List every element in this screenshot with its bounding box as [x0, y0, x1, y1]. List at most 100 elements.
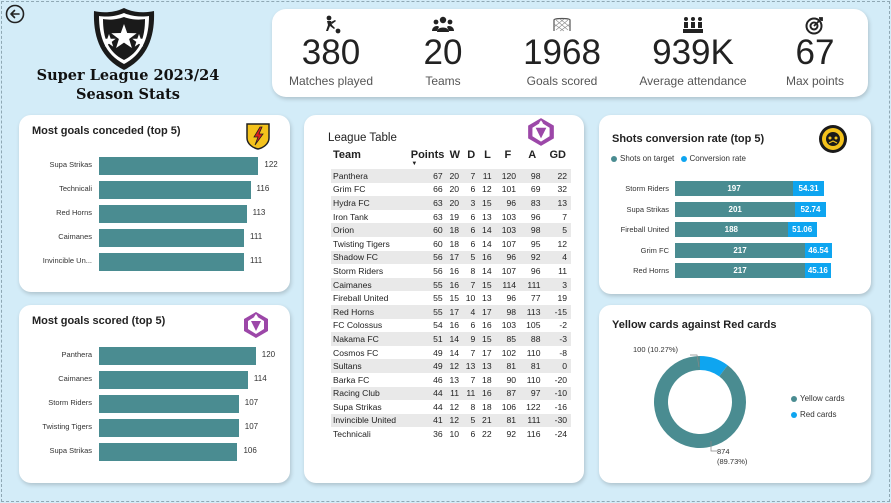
table-row[interactable]: Barka FC 46 13 7 18 90 110 -20: [331, 373, 571, 387]
legend-shots-label: Shots on target: [620, 154, 675, 163]
table-row[interactable]: Shadow FC 56 17 5 16 96 92 4: [331, 250, 571, 265]
conversion-rate-bar[interactable]: 51.06: [787, 222, 817, 237]
shots-on-target-bar[interactable]: 197: [675, 181, 794, 196]
column-header-a[interactable]: A: [528, 149, 537, 161]
table-row[interactable]: Invincible United 41 12 5 21 81 111 -30: [331, 413, 571, 428]
kpi-attendance-label: Average attendance: [639, 74, 747, 88]
kpi-max-points-label: Max points: [785, 74, 845, 88]
shots-on-target-bar[interactable]: 217: [675, 263, 805, 278]
stat-cell: 16: [479, 386, 496, 401]
conversion-rate-bar[interactable]: 52.74: [795, 201, 826, 217]
bar-value-label: 106: [243, 446, 257, 455]
stat-cell: 7: [470, 347, 476, 358]
column-header-team[interactable]: Team: [333, 149, 361, 161]
stat-cell: -16: [554, 401, 567, 412]
bar[interactable]: [99, 419, 239, 437]
legend-shots-on-target: Shots on target: [611, 154, 674, 163]
back-arrow-icon[interactable]: [5, 4, 25, 24]
stat-cell: 14: [449, 347, 460, 358]
stat-cell: 88: [520, 332, 545, 346]
table-row[interactable]: FC Colossus 54 16 6 16 103 105 -2: [331, 319, 571, 333]
column-header-w[interactable]: W: [449, 149, 461, 161]
table-row[interactable]: Panthera 67 20 7 11 120 98 22: [331, 169, 571, 183]
bar[interactable]: [99, 229, 245, 247]
table-row[interactable]: Red Horns 55 17 4 17 98 113 -15: [331, 304, 571, 319]
bar[interactable]: [99, 181, 251, 199]
table-row[interactable]: Racing Club 44 11 11 16 87 97 -10: [331, 386, 571, 401]
legend-swatch-shots: [611, 155, 617, 162]
stat-cell: 10: [465, 293, 476, 304]
conversion-rate-bar[interactable]: 45.16: [805, 263, 831, 278]
cards-card: Yellow cards against Red cards 100 (10.2…: [599, 305, 871, 483]
table-row[interactable]: Twisting Tigers 60 18 6 14 107 95 12: [331, 237, 571, 251]
red-cards-slice[interactable]: [700, 356, 728, 377]
stat-cell: 106: [501, 401, 517, 412]
conversion-rate-bar[interactable]: 54.31: [793, 181, 825, 196]
bar[interactable]: [99, 371, 248, 389]
kpi-teams: 20 Teams: [400, 9, 486, 97]
table-row[interactable]: Caimanes 55 16 7 15 114 111 3: [331, 277, 571, 292]
column-header-f[interactable]: F: [504, 149, 512, 161]
shots-on-target-bar[interactable]: 201: [675, 201, 796, 217]
table-row[interactable]: Sultans 49 12 13 13 81 81 0: [331, 359, 571, 373]
kpi-matches: 380 Matches played: [284, 9, 378, 97]
stat-cell: 18: [449, 238, 460, 249]
stat-cell: 13: [544, 196, 571, 210]
stat-cell: -8: [559, 347, 567, 358]
title-line-2: Season Stats: [76, 86, 180, 103]
table-row[interactable]: Cosmos FC 49 14 7 17 102 110 -8: [331, 346, 571, 360]
stat-cell: 20: [446, 169, 464, 183]
stat-cell: 92: [506, 429, 517, 440]
bar[interactable]: [99, 205, 247, 223]
column-header-points[interactable]: Points ▼: [408, 148, 446, 169]
column-header-d[interactable]: D: [467, 149, 476, 161]
table-row[interactable]: Technicali 36 10 6 22 92 116 -24: [331, 427, 571, 441]
bar[interactable]: [99, 253, 245, 271]
kpi-attendance: 939K Average attendance: [632, 9, 754, 97]
bar[interactable]: [99, 347, 256, 365]
bar-category-label: Supa Strikas: [49, 446, 92, 455]
stat-cell: 96: [506, 293, 517, 304]
shots-on-target-bar[interactable]: 217: [675, 242, 805, 258]
table-row[interactable]: Orion 60 18 6 14 103 98 5: [331, 223, 571, 237]
stat-cell: 113: [520, 304, 545, 319]
stat-cell: 97: [520, 386, 545, 401]
table-row[interactable]: Nakama FC 51 14 9 15 85 88 -3: [331, 332, 571, 346]
stat-cell: 7: [463, 169, 480, 183]
stat-cell: 16: [446, 277, 464, 292]
table-row[interactable]: Fireball United 55 15 10 13 96 77 19: [331, 291, 571, 305]
bar[interactable]: [99, 157, 259, 175]
bar-category-label: Caimanes: [58, 232, 92, 241]
kpi-matches-value: 380: [301, 33, 361, 72]
red-cards-data-label: 100 (10.27%): [633, 345, 679, 354]
stat-cell: 44: [433, 401, 443, 412]
conceded-card: Most goals conceded (top 5) Supa Strikas…: [19, 115, 290, 292]
stat-cell: 55: [408, 277, 447, 292]
bar[interactable]: [99, 395, 239, 413]
shots-on-target-bar[interactable]: 188: [675, 222, 788, 237]
bar-category-label: Twisting Tigers: [42, 422, 92, 431]
stat-cell: 17: [479, 304, 496, 319]
bar[interactable]: [99, 443, 238, 461]
kpi-goals-value: 1968: [523, 33, 601, 72]
column-header-gd[interactable]: GD: [549, 149, 566, 161]
table-row[interactable]: Iron Tank 63 19 6 13 103 96 7: [331, 210, 571, 224]
yellow-cards-slice[interactable]: [654, 356, 746, 448]
table-row[interactable]: Hydra FC 63 20 3 15 96 83 13: [331, 196, 571, 210]
stat-cell: 6: [470, 320, 476, 331]
stat-cell: 111: [520, 413, 545, 428]
stat-cell: 5: [544, 223, 571, 237]
column-header-l[interactable]: L: [484, 149, 491, 161]
bar-category-label: Panthera: [61, 350, 92, 359]
table-row[interactable]: Supa Strikas 44 12 8 18 106 122 -16: [331, 400, 571, 414]
table-row[interactable]: Grim FC 66 20 6 12 101 69 32: [331, 183, 571, 197]
conversion-rate-bar[interactable]: 46.54: [805, 242, 832, 258]
leader-line-red: [690, 354, 700, 368]
team-name-cell: Technicali: [333, 429, 371, 440]
title-line-1: Super League 2023/24: [36, 67, 220, 84]
stat-cell: 77: [530, 293, 541, 304]
stat-cell: 56: [433, 265, 443, 276]
stat-cell: 81: [495, 359, 521, 373]
tiger-badge-icon: [819, 125, 847, 153]
table-row[interactable]: Storm Riders 56 16 8 14 107 96 11: [331, 264, 571, 278]
